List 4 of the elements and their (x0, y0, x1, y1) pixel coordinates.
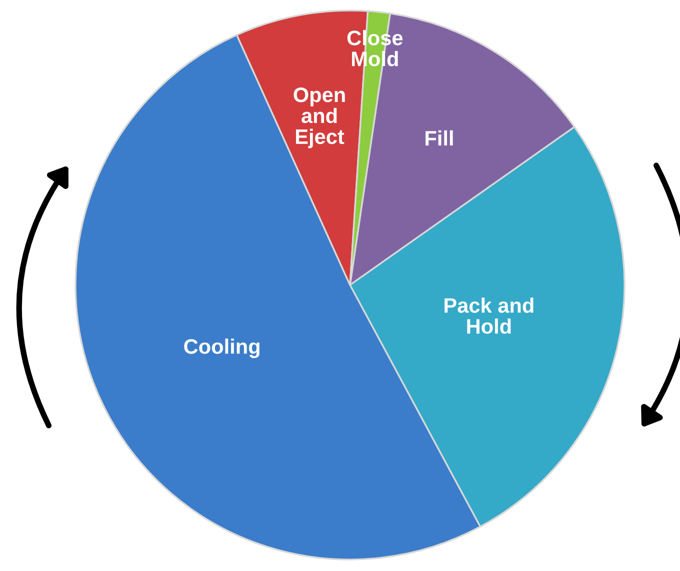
slice-label: Fill (426, 130, 453, 146)
slice-label: Open and Eject (294, 87, 345, 148)
slice-label: Pack and Hold (444, 298, 534, 334)
slice-label: Cooling (184, 338, 260, 358)
